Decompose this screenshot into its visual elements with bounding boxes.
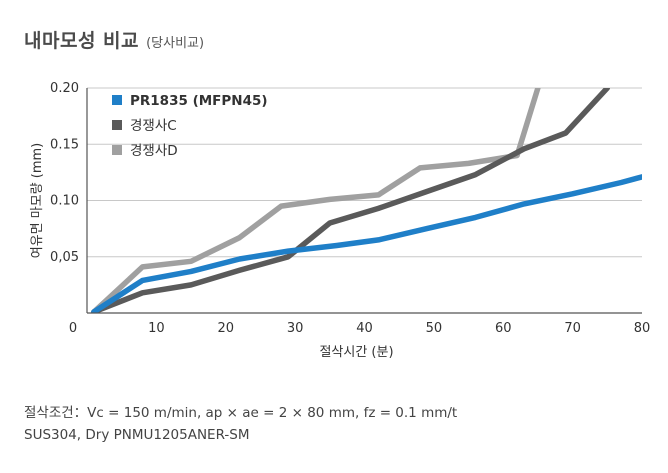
x-tick-label: 30 <box>287 321 304 336</box>
y-tick-label: 0.10 <box>50 194 79 209</box>
x-axis-title: 절삭시간 (분) <box>319 345 393 360</box>
x-tick-label: 80 <box>634 321 651 336</box>
series-line-0 <box>91 174 642 313</box>
x-tick-label: 10 <box>148 321 165 336</box>
legend-swatch-0 <box>112 95 122 105</box>
grid-layer <box>87 87 642 258</box>
y-tick-label: 0.15 <box>50 137 79 152</box>
axis-layer: 0,05 0.10 0.15 0.20 0 10 20 30 40 50 60 70 80 절삭시간 (분… <box>30 81 650 360</box>
cutting-conditions: 절삭조건：Vc = 150 m/min, ap × ae = 2 × 80 mm… <box>24 402 457 446</box>
conditions-line-1: 절삭조건：Vc = 150 m/min, ap × ae = 2 × 80 mm… <box>24 405 458 421</box>
page-title: 내마모성 비교 (당사비교) <box>24 26 204 53</box>
legend-label-0: PR1835 (MFPN45) <box>130 93 268 109</box>
y-tick-label: 0.20 <box>50 81 79 96</box>
series-line-2 <box>91 88 541 313</box>
legend-swatch-1 <box>112 120 122 130</box>
x-tick-label: 0 <box>69 321 77 336</box>
legend: PR1835 (MFPN45) 경쟁사C 경쟁사D <box>112 93 268 159</box>
chart-subtitle: (당사비교) <box>146 36 205 51</box>
legend-label-1: 경쟁사C <box>130 118 177 134</box>
x-tick-label: 70 <box>564 321 581 336</box>
x-tick-label: 40 <box>356 321 373 336</box>
y-axis-title: 여유면 마모량 (mm) <box>30 143 45 259</box>
series-layer <box>91 88 642 313</box>
x-tick-label: 60 <box>495 321 512 336</box>
chart-title: 내마모성 비교 <box>24 30 139 52</box>
legend-label-2: 경쟁사D <box>130 143 178 159</box>
x-tick-label: 50 <box>426 321 443 336</box>
series-line-1 <box>91 88 611 313</box>
x-tick-label: 20 <box>217 321 234 336</box>
legend-swatch-2 <box>112 145 122 155</box>
conditions-line-2: SUS304, Dry PNMU1205ANER-SM <box>24 427 250 443</box>
y-tick-label: 0,05 <box>50 250 79 265</box>
